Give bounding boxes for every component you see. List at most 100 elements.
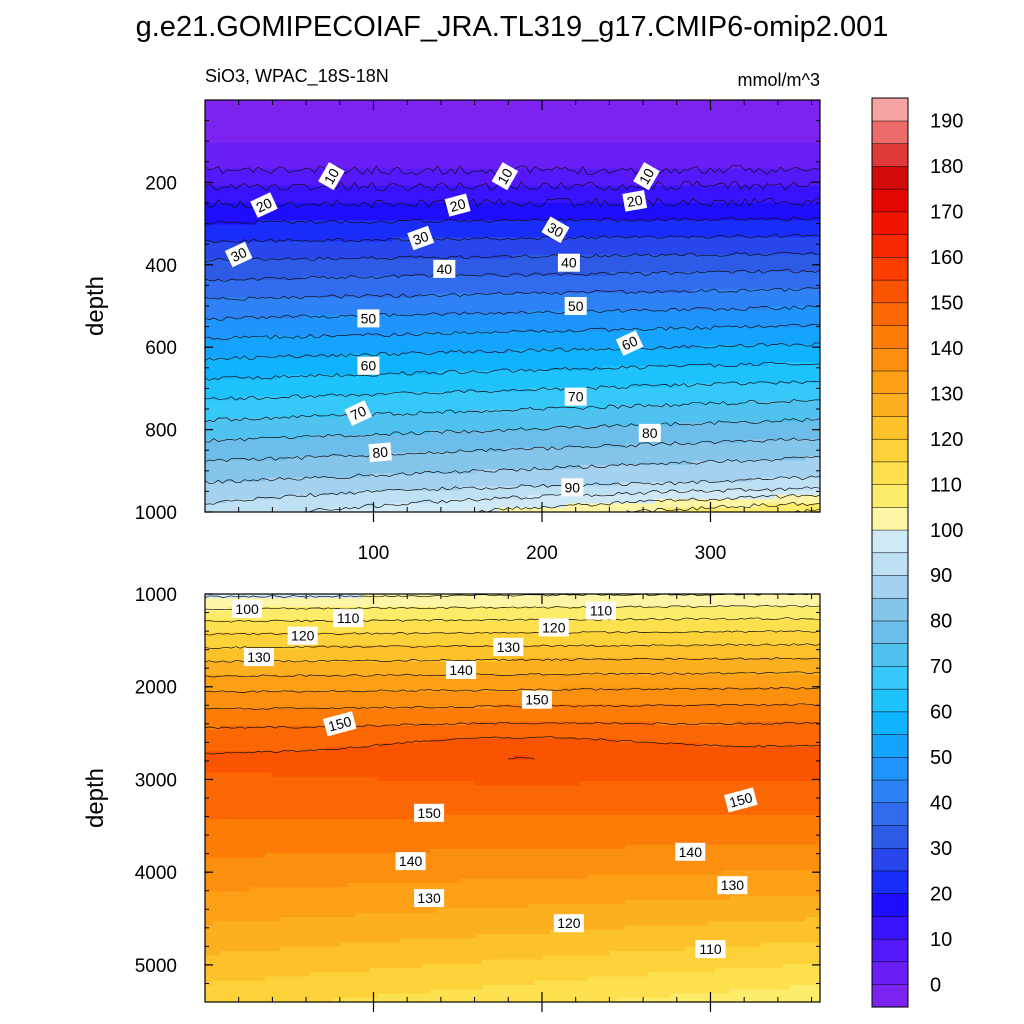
- field-cell: [767, 241, 776, 247]
- field-cell: [595, 125, 604, 131]
- field-cell: [325, 125, 334, 131]
- field-cell: [685, 314, 694, 320]
- field-cell: [467, 207, 476, 213]
- field-cell: [310, 254, 319, 260]
- field-cell: [385, 241, 394, 247]
- field-cell: [355, 207, 364, 213]
- field-cell: [512, 190, 521, 196]
- field-cell: [445, 160, 454, 165]
- field-cell: [265, 220, 274, 226]
- field-cell: [617, 254, 626, 260]
- field-cell: [805, 267, 814, 273]
- field-cell: [370, 280, 379, 286]
- field-cell: [745, 151, 754, 157]
- field-cell: [505, 250, 514, 256]
- field-cell: [385, 168, 394, 174]
- field-cell: [550, 108, 559, 114]
- field-cell: [332, 323, 341, 329]
- field-cell: [535, 151, 544, 157]
- field-cell: [415, 112, 424, 118]
- field-cell: [407, 340, 416, 346]
- field-cell: [317, 353, 326, 359]
- field-cell: [415, 250, 424, 256]
- field-cell: [572, 245, 581, 251]
- field-cell: [595, 250, 604, 256]
- field-cell: [797, 207, 806, 213]
- field-cell: [640, 112, 649, 118]
- field-cell: [647, 297, 656, 303]
- field-cell: [602, 245, 611, 251]
- field-cell: [235, 267, 244, 273]
- field-cell: [692, 314, 701, 320]
- field-cell: [497, 275, 506, 281]
- field-cell: [295, 271, 304, 277]
- field-cell: [257, 323, 266, 329]
- field-cell: [557, 207, 566, 213]
- field-cell: [287, 254, 296, 260]
- field-cell: [760, 284, 769, 290]
- field-cell: [745, 172, 754, 178]
- field-cell: [370, 172, 379, 178]
- field-cell: [422, 310, 431, 316]
- field-cell: [317, 331, 326, 337]
- field-cell: [662, 336, 671, 341]
- field-cell: [310, 172, 319, 178]
- field-cell: [250, 310, 259, 316]
- field-cell: [535, 168, 544, 174]
- field-cell: [220, 344, 229, 350]
- field-cell: [587, 172, 596, 178]
- field-cell: [452, 288, 461, 294]
- field-cell: [760, 297, 769, 303]
- field-cell: [745, 254, 754, 260]
- field-cell: [287, 185, 296, 191]
- field-cell: [445, 151, 454, 157]
- field-cell: [722, 267, 731, 273]
- field-cell: [392, 327, 401, 333]
- field-cell: [302, 250, 311, 256]
- field-cell: [377, 190, 386, 196]
- field-cell: [610, 224, 619, 230]
- field-cell: [752, 306, 761, 311]
- field-cell: [580, 353, 589, 359]
- field-cell: [625, 233, 634, 238]
- field-cell: [790, 207, 799, 213]
- field-cell: [452, 314, 461, 320]
- field-cell: [250, 160, 259, 165]
- field-cell: [475, 288, 484, 294]
- field-cell: [227, 207, 236, 213]
- field-cell: [302, 233, 311, 238]
- field-cell: [497, 104, 506, 110]
- field-cell: [430, 138, 439, 144]
- field-cell: [610, 220, 619, 226]
- field-cell: [707, 344, 716, 350]
- field-cell: [272, 348, 281, 354]
- field-cell: [580, 241, 589, 247]
- field-cell: [430, 323, 439, 329]
- field-cell: [205, 130, 214, 135]
- field-cell: [775, 104, 784, 110]
- field-cell: [265, 241, 274, 247]
- field-cell: [572, 280, 581, 286]
- field-cell: [295, 164, 304, 170]
- field-cell: [272, 357, 281, 363]
- field-cell: [565, 241, 574, 247]
- field-cell: [415, 336, 424, 341]
- field-cell: [535, 327, 544, 333]
- field-cell: [760, 190, 769, 196]
- field-cell: [707, 117, 716, 123]
- field-cell: [235, 284, 244, 290]
- field-cell: [775, 151, 784, 157]
- field-cell: [737, 241, 746, 247]
- field-cell: [565, 344, 574, 350]
- field-cell: [497, 284, 506, 290]
- field-cell: [805, 301, 814, 307]
- field-cell: [707, 177, 716, 183]
- field-cell: [422, 267, 431, 273]
- field-cell: [655, 151, 664, 157]
- field-cell: [625, 288, 634, 294]
- field-cell: [280, 147, 289, 153]
- field-cell: [535, 258, 544, 264]
- field-cell: [587, 353, 596, 359]
- field-cell: [407, 125, 416, 131]
- field-cell: [392, 271, 401, 277]
